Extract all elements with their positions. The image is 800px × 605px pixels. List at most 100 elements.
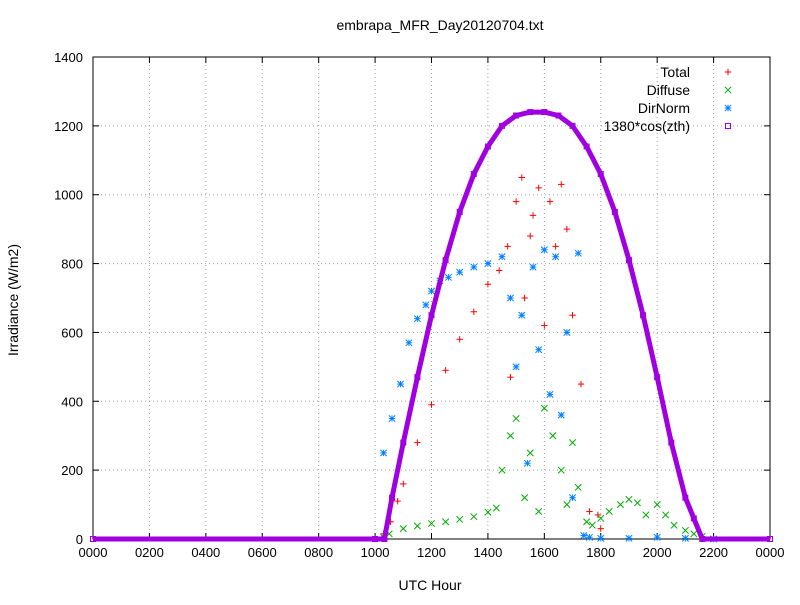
data-point <box>625 257 632 264</box>
data-point <box>690 515 697 522</box>
y-tick-label: 1400 <box>54 50 83 65</box>
x-tick-label: 1400 <box>473 545 502 560</box>
series-3 <box>90 109 773 542</box>
data-point <box>389 494 396 501</box>
data-point <box>633 499 641 507</box>
series-0 <box>380 174 604 538</box>
data-point <box>456 208 463 215</box>
data-point <box>529 212 537 219</box>
x-tick-label: 1200 <box>417 545 446 560</box>
data-point <box>379 449 388 457</box>
data-point <box>681 526 689 534</box>
data-point <box>498 253 506 261</box>
data-point <box>456 268 464 276</box>
data-point <box>521 294 528 302</box>
data-point <box>506 294 515 302</box>
grid <box>93 57 770 539</box>
x-tick-label: 0000 <box>756 545 785 560</box>
data-point <box>399 525 407 533</box>
data-point <box>470 308 478 315</box>
data-point <box>90 536 96 542</box>
data-point <box>428 312 435 319</box>
y-axis-label: Irradiance (W/m2) <box>5 244 21 356</box>
series-2 <box>379 246 718 543</box>
data-point <box>400 480 407 488</box>
data-point <box>546 390 554 398</box>
x-tick-label: 0400 <box>191 545 220 560</box>
data-point <box>372 536 379 542</box>
legend-label: DirNorm <box>638 100 690 116</box>
data-point <box>427 519 436 528</box>
data-point <box>527 109 534 116</box>
data-point <box>546 198 554 205</box>
data-point <box>642 511 650 519</box>
data-point <box>568 439 577 447</box>
data-point <box>442 518 450 526</box>
data-point <box>574 483 582 491</box>
data-point <box>535 507 543 516</box>
data-point <box>512 414 520 423</box>
legend-label: Diffuse <box>647 82 691 98</box>
data-point <box>577 380 585 388</box>
legend-marker <box>724 86 732 94</box>
chart-title: embrapa_MFR_Day20120704.txt <box>336 17 543 33</box>
data-point <box>428 401 435 408</box>
legend-marker <box>725 123 731 129</box>
data-point <box>526 449 534 457</box>
data-point <box>541 322 548 329</box>
data-point <box>611 208 618 215</box>
series-trace <box>93 109 770 542</box>
data-point <box>640 312 647 319</box>
data-point <box>563 225 571 233</box>
data-point <box>625 495 633 503</box>
data-point <box>558 181 565 188</box>
data-point <box>670 521 678 529</box>
legend-marker <box>724 68 732 76</box>
data-point <box>541 109 548 116</box>
data-point <box>597 514 605 522</box>
data-point <box>668 439 675 446</box>
x-tick-label: 1000 <box>361 545 390 560</box>
data-point <box>597 171 604 178</box>
data-point <box>574 249 582 257</box>
data-point <box>552 253 560 261</box>
x-tick-label: 0200 <box>135 545 164 560</box>
data-point <box>552 243 559 250</box>
data-point <box>535 184 542 192</box>
data-point <box>588 521 596 529</box>
data-point <box>484 508 492 516</box>
legend-label: 1380*cos(zth) <box>604 118 690 134</box>
data-point <box>529 263 537 271</box>
data-point <box>527 232 534 240</box>
data-point <box>597 534 605 542</box>
data-point <box>388 414 396 423</box>
y-tick-label: 1200 <box>54 119 83 134</box>
data-point <box>557 466 565 474</box>
x-tick-label: 2200 <box>699 545 728 560</box>
data-point <box>444 273 452 281</box>
data-point <box>422 301 430 309</box>
data-point <box>484 260 492 268</box>
data-point <box>518 174 525 181</box>
data-point <box>512 198 520 205</box>
data-point <box>484 281 492 288</box>
series-layer <box>90 109 773 543</box>
data-point <box>413 315 421 323</box>
axes: 0000 0200 0400 0600 0800 1000 1200 1400 1600 1800… <box>54 50 784 560</box>
data-point <box>535 346 543 354</box>
x-tick-label: 1600 <box>530 545 559 560</box>
data-point <box>506 432 515 440</box>
data-point <box>456 515 464 523</box>
x-axis-label: UTC Hour <box>398 577 461 593</box>
data-point <box>625 534 633 542</box>
data-point <box>496 267 503 274</box>
x-tick-label: 2000 <box>643 545 672 560</box>
data-point <box>413 522 421 530</box>
data-point <box>484 143 491 150</box>
data-point <box>414 374 421 381</box>
data-point <box>616 501 625 509</box>
data-point <box>400 439 407 446</box>
y-tick-label: 400 <box>61 394 83 409</box>
